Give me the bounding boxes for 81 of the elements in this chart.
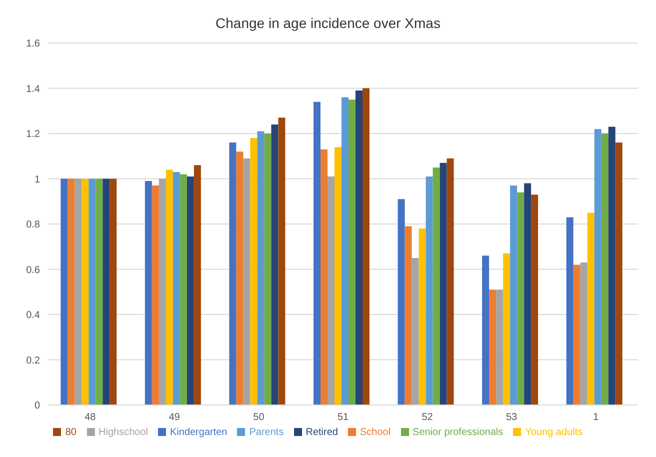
y-tick-label: 0	[34, 400, 40, 412]
bar	[257, 131, 264, 405]
bar	[531, 194, 538, 405]
bar	[186, 176, 194, 405]
x-tick-label: 50	[253, 412, 265, 424]
y-tick-label: 1.4	[26, 84, 40, 95]
bar	[278, 118, 286, 405]
bar	[489, 290, 496, 405]
bar	[68, 178, 75, 405]
x-tick-label: 48	[84, 412, 96, 424]
bar	[510, 186, 518, 405]
bar	[503, 253, 510, 405]
bar	[418, 228, 426, 405]
x-tick-label: 53	[506, 412, 518, 424]
bar	[601, 134, 608, 405]
legend-label: 80	[65, 427, 76, 438]
bar	[362, 88, 370, 405]
bar	[426, 176, 433, 405]
y-tick-label: 1.2	[26, 129, 40, 140]
y-tick-label: 0.8	[26, 220, 40, 231]
bar	[580, 262, 588, 405]
bar	[74, 178, 82, 405]
bar	[412, 258, 419, 405]
bar	[328, 176, 334, 405]
bar	[334, 147, 342, 405]
bar	[236, 152, 244, 405]
bar	[446, 158, 454, 405]
x-tick-label: 1	[593, 412, 600, 424]
legend-label: Retired	[306, 427, 338, 438]
bar	[110, 178, 117, 405]
x-tick-label: 51	[337, 412, 349, 424]
bar	[615, 142, 622, 405]
bar	[243, 158, 250, 405]
bar	[587, 212, 594, 405]
y-tick-label: 0.6	[26, 264, 40, 276]
bar	[172, 172, 180, 405]
bar	[594, 128, 602, 405]
legend-label: Kindergarten	[170, 427, 228, 438]
bar	[524, 183, 532, 405]
bar	[314, 102, 320, 405]
bar	[158, 178, 166, 405]
legend-label: School	[360, 427, 391, 438]
bar	[60, 178, 68, 405]
x-tick-label: 49	[168, 412, 180, 424]
bar	[144, 181, 152, 405]
bar	[517, 192, 524, 405]
bar	[432, 167, 440, 405]
bar	[348, 100, 356, 405]
bar	[573, 264, 580, 405]
legend-label: Highschool	[98, 427, 148, 438]
y-tick-label: 1	[34, 174, 40, 186]
legend-label: Parents	[249, 427, 284, 438]
bar	[152, 186, 159, 405]
bar	[250, 138, 258, 405]
bar	[166, 170, 173, 405]
legend-label: Young adults	[525, 427, 583, 438]
bar	[342, 97, 348, 405]
y-tick-label: 0.2	[26, 355, 40, 366]
bar	[496, 290, 504, 405]
bar	[566, 217, 574, 405]
y-tick-label: 1.6	[26, 38, 40, 50]
bar	[320, 149, 328, 405]
bar	[608, 126, 616, 405]
bar	[271, 124, 278, 405]
bar	[229, 142, 236, 405]
bar	[180, 174, 187, 405]
bar	[194, 165, 201, 405]
bar	[82, 178, 89, 405]
bar	[96, 178, 103, 405]
bar	[102, 178, 110, 405]
chart-title: Change in age incidence over Xmas	[214, 14, 442, 33]
x-tick-label: 52	[422, 412, 434, 424]
bar	[356, 90, 362, 405]
bar	[264, 134, 272, 405]
bar	[482, 256, 490, 405]
bar	[88, 178, 96, 405]
y-tick-label: 0.4	[26, 310, 40, 322]
bar	[440, 162, 447, 405]
legend-label: Senior professionals	[412, 427, 504, 438]
bar	[404, 226, 412, 405]
bar	[398, 199, 405, 405]
